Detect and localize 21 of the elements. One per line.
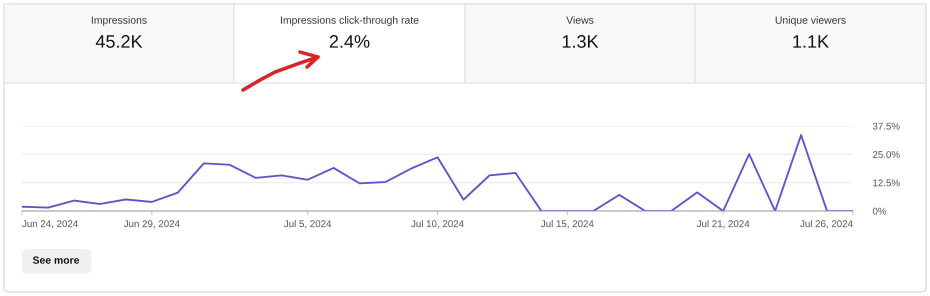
y-tick-label: 12.5% <box>873 179 900 186</box>
text: 2.4% <box>330 35 370 48</box>
line-series <box>22 134 853 211</box>
x-tick-label: Jul 26, 2024 <box>800 220 853 228</box>
text: Impressions click-through rate <box>280 16 419 26</box>
text: 1.3K <box>562 35 598 48</box>
x-tick-label: Jun 24, 2024 <box>22 220 78 228</box>
y-tick-label: 0% <box>872 208 886 215</box>
y-tick-label: 37.5% <box>872 122 900 130</box>
text: 45.2K <box>96 35 142 48</box>
y-tick-label: 25.0% <box>872 151 900 158</box>
text: Unique viewers <box>776 16 846 26</box>
x-tick-label: Jul 15, 2024 <box>541 220 594 228</box>
text: Impressions <box>92 16 147 26</box>
x-tick-label: Jun 29, 2024 <box>124 220 180 228</box>
text: See more <box>32 256 80 264</box>
x-tick-label: Jul 5, 2024 <box>284 220 332 228</box>
text: Views <box>566 16 594 24</box>
x-tick-label: Jul 10, 2024 <box>411 220 464 228</box>
text: 1.1K <box>793 35 829 48</box>
x-tick-label: Jul 21, 2024 <box>696 220 750 228</box>
